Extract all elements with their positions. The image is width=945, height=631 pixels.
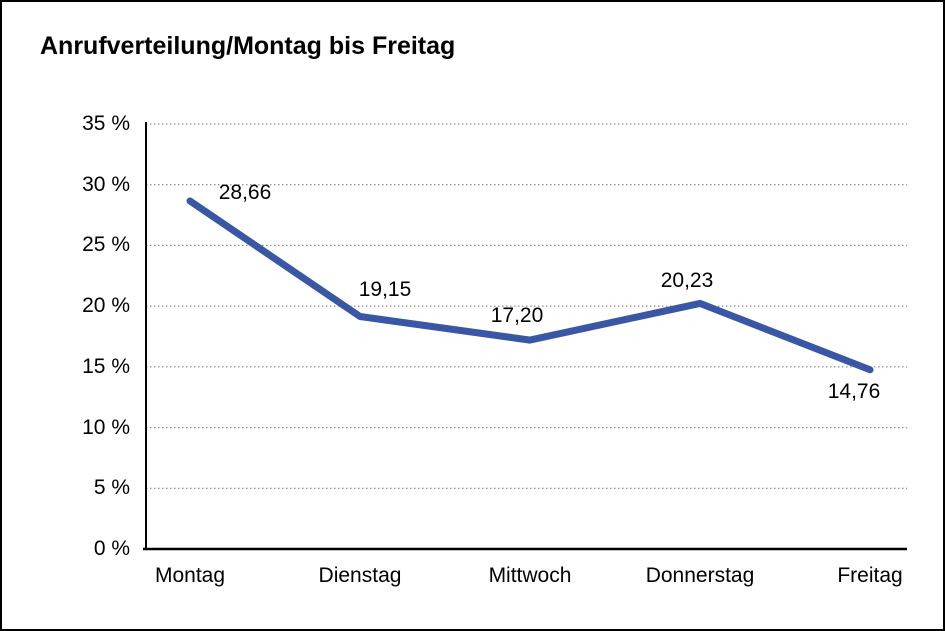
data-point-label-montag: 28,66	[218, 180, 272, 204]
data-point-label-mittwoch: 17,20	[490, 304, 544, 328]
y-axis-tick-label-0: 0 %	[93, 537, 130, 560]
x-axis-label-donnerstag: Donnerstag	[645, 564, 755, 587]
data-point-label-dienstag: 19,15	[358, 278, 412, 302]
x-axis-label-mittwoch: Mittwoch	[488, 564, 572, 587]
gridlines	[146, 123, 907, 489]
y-axis-tick-label-35: 35 %	[82, 112, 130, 135]
y-axis-tick-label-20: 20 %	[82, 294, 130, 318]
data-point-label-donnerstag: 20,23	[660, 269, 714, 293]
y-axis-tick-label-25: 25 %	[82, 233, 130, 257]
x-axis-label-montag: Montag	[154, 564, 226, 587]
data-point-label-freitag: 14,76	[827, 379, 881, 403]
y-axis-tick-label-15: 15 %	[82, 354, 130, 378]
data-line-layer	[186, 197, 874, 374]
data-line	[186, 197, 874, 374]
x-axis-label-dienstag: Dienstag	[318, 564, 402, 587]
y-axis-tick-label-30: 30 %	[82, 172, 130, 196]
y-axis-tick-label-10: 10 %	[82, 415, 130, 439]
x-axis-label-freitag: Freitag	[837, 564, 903, 587]
y-axis-tick-label-5: 5 %	[93, 476, 130, 500]
chart-title: Anrufverteilung/Montag bis Freitag	[40, 32, 456, 60]
axes	[143, 122, 907, 551]
